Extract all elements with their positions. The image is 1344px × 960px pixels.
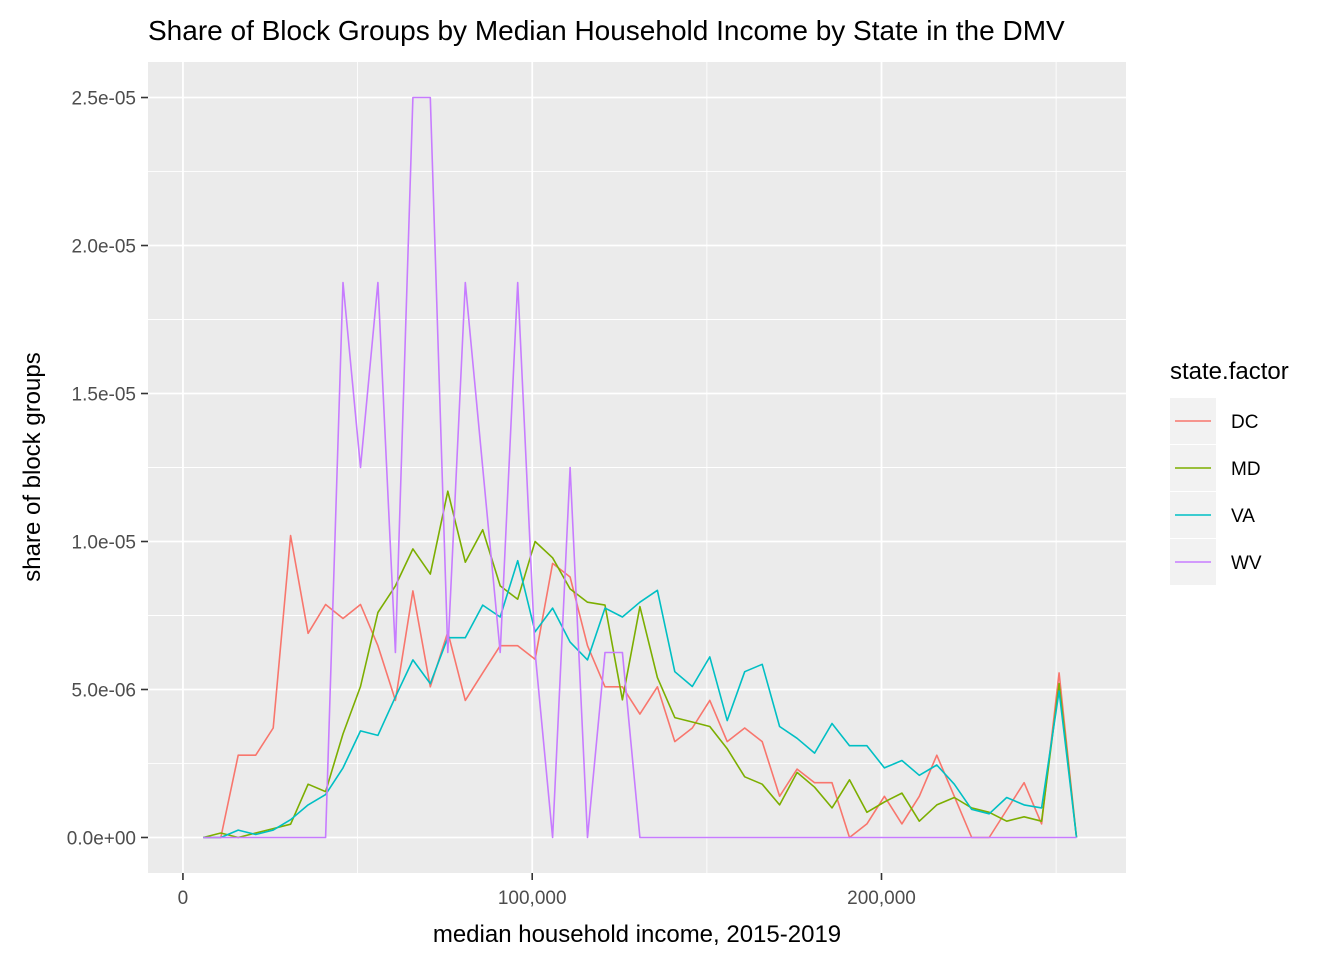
legend-label: MD bbox=[1231, 459, 1261, 480]
legend-label: VA bbox=[1231, 506, 1255, 527]
legend-items: DC MD VA WV bbox=[1170, 398, 1262, 585]
tick-marks bbox=[141, 96, 883, 880]
y-tick-label: 5.0e-06 bbox=[72, 680, 136, 701]
x-axis-title: median household income, 2015-2019 bbox=[433, 921, 841, 948]
legend-item-md: MD bbox=[1170, 445, 1261, 491]
legend-item-va: VA bbox=[1170, 492, 1255, 538]
legend-label: WV bbox=[1231, 553, 1262, 574]
legend-item-dc: DC bbox=[1170, 398, 1258, 444]
x-tick-label: 0 bbox=[178, 888, 189, 909]
y-tick-label: 1.0e-05 bbox=[72, 532, 136, 553]
series-lines bbox=[203, 96, 1078, 839]
chart-title: Share of Block Groups by Median Househol… bbox=[148, 15, 1065, 46]
legend-label: DC bbox=[1231, 412, 1258, 433]
y-tick-label: 1.5e-05 bbox=[72, 385, 136, 406]
series-line-va bbox=[203, 559, 1078, 839]
legend-item-wv: WV bbox=[1170, 539, 1262, 585]
x-tick-label: 200,000 bbox=[847, 888, 916, 909]
x-axis-tick-labels: 0 100,000 200,000 bbox=[178, 888, 916, 909]
y-tick-label: 2.5e-05 bbox=[72, 89, 136, 110]
y-axis-tick-labels: 0.0e+00 5.0e-06 1.0e-05 1.5e-05 2.0e-05 2.5e-… bbox=[67, 89, 136, 850]
y-tick-label: 0.0e+00 bbox=[67, 828, 136, 849]
x-tick-label: 100,000 bbox=[498, 888, 567, 909]
legend-title: state.factor bbox=[1170, 358, 1289, 385]
series-line-wv bbox=[203, 96, 1077, 839]
minor-gridlines bbox=[148, 62, 1126, 873]
y-tick-label: 2.0e-05 bbox=[72, 237, 136, 258]
y-axis-title: share of block groups bbox=[19, 352, 46, 581]
series-line-md bbox=[203, 490, 1078, 839]
legend: state.factor DC MD VA WV bbox=[1170, 358, 1289, 585]
